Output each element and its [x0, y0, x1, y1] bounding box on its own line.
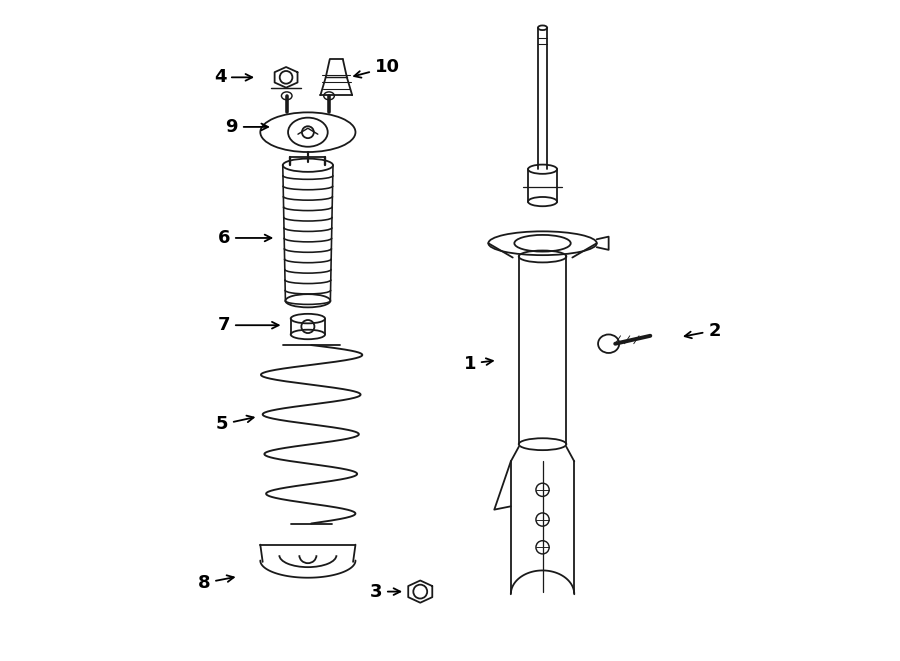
Ellipse shape	[598, 334, 619, 353]
Text: 5: 5	[216, 415, 254, 434]
Text: 1: 1	[464, 354, 493, 373]
Text: 2: 2	[685, 321, 721, 340]
Text: 7: 7	[218, 316, 279, 334]
Polygon shape	[494, 461, 511, 510]
Text: 6: 6	[218, 229, 272, 247]
Text: 10: 10	[355, 58, 400, 77]
Text: 3: 3	[370, 582, 400, 601]
Text: 9: 9	[226, 118, 268, 136]
Text: 8: 8	[198, 574, 234, 592]
Text: 4: 4	[213, 68, 252, 87]
